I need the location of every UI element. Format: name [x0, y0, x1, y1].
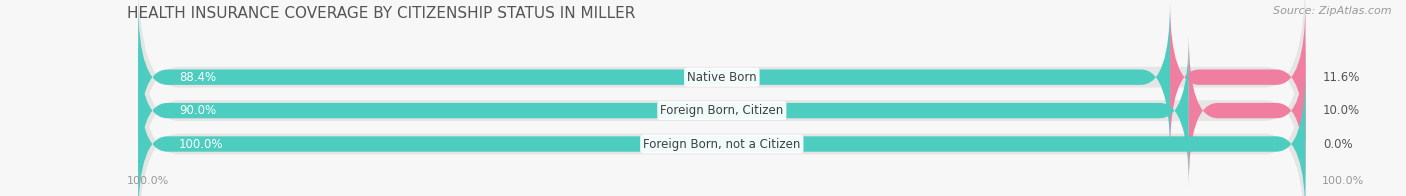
Text: Source: ZipAtlas.com: Source: ZipAtlas.com: [1274, 6, 1392, 16]
FancyBboxPatch shape: [1170, 1, 1305, 153]
Text: Foreign Born, not a Citizen: Foreign Born, not a Citizen: [643, 138, 800, 151]
Text: 88.4%: 88.4%: [179, 71, 217, 84]
FancyBboxPatch shape: [138, 4, 1305, 196]
FancyBboxPatch shape: [138, 0, 1305, 184]
Text: 100.0%: 100.0%: [1322, 176, 1364, 186]
FancyBboxPatch shape: [138, 1, 1170, 153]
FancyBboxPatch shape: [138, 35, 1188, 186]
Text: 100.0%: 100.0%: [179, 138, 224, 151]
FancyBboxPatch shape: [138, 68, 1305, 196]
Text: 100.0%: 100.0%: [127, 176, 169, 186]
Text: 90.0%: 90.0%: [179, 104, 217, 117]
FancyBboxPatch shape: [138, 37, 1305, 196]
Text: 10.0%: 10.0%: [1323, 104, 1360, 117]
Text: 11.6%: 11.6%: [1323, 71, 1361, 84]
Text: HEALTH INSURANCE COVERAGE BY CITIZENSHIP STATUS IN MILLER: HEALTH INSURANCE COVERAGE BY CITIZENSHIP…: [127, 6, 636, 21]
Text: Native Born: Native Born: [688, 71, 756, 84]
Text: 0.0%: 0.0%: [1323, 138, 1353, 151]
Text: Foreign Born, Citizen: Foreign Born, Citizen: [661, 104, 783, 117]
FancyBboxPatch shape: [1188, 35, 1305, 186]
